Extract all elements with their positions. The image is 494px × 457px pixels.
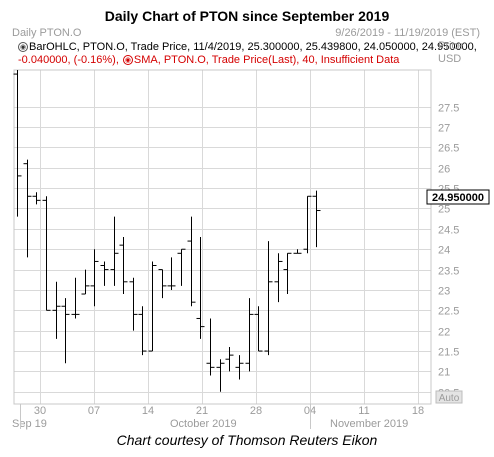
x-tick-label: 30 [34,405,46,417]
ohlc-legend-text: BarOHLC, PTON.O, Trade Price, 11/4/2019,… [29,41,477,53]
x-tick-label: 21 [196,405,208,417]
price-axis-label: Price [438,40,464,52]
ohlc-bars [13,70,321,392]
x-tick-label: 14 [142,405,154,417]
sma-legend-icon[interactable]: ◉ [122,55,133,65]
ohlc-legend-icon[interactable]: ◉ [18,42,28,52]
ohlc-bar [148,261,157,352]
y-tick-label: 26.5 [438,143,459,155]
ohlc-bar [42,196,51,311]
chart-symbol-label: Daily PTON.O [12,27,82,39]
sma-legend-text: SMA, PTON.O, Trade Price(Last), 40, Insu… [133,54,400,66]
last-price-box [426,189,490,205]
last-price-tag: 24.950000 [426,189,490,205]
ohlc-bar [245,298,254,372]
y-tick-label: 25 [438,204,450,216]
plot-border [13,69,432,405]
x-month-label: Sep 19 [12,418,47,430]
ohlc-bar [274,253,283,303]
ohlc-bar [293,249,302,254]
grid-lines [14,70,431,404]
ohlc-bar [283,252,292,295]
x-tick-label: 28 [250,405,262,417]
y-tick-label: 22.5 [438,306,459,318]
ohlc-bar [264,241,273,356]
ohlc-bar [52,281,61,339]
change-legend-text: -0.040000, (-0.16%), [18,54,119,66]
ohlc-bar [61,298,70,364]
y-tick-label: 23 [438,286,450,298]
ohlc-bar [254,306,263,352]
ohlc-bar [23,159,32,258]
price-axis-title: Price USD [438,40,463,66]
x-month-label: November 2019 [330,418,408,430]
auto-button-box[interactable] [435,390,463,404]
ohlc-bar [312,190,321,248]
ohlc-bar [216,359,225,392]
ohlc-bar [81,269,90,295]
ohlc-bar [225,346,234,372]
ohlc-bar [167,257,176,290]
ohlc-bar [129,277,138,331]
y-tick-label: 27 [438,123,450,135]
ohlc-bar [206,318,215,376]
ohlc-bar [13,70,22,217]
last-price-value: 24.950000 [432,192,484,204]
ohlc-bar [100,261,109,286]
y-tick-label: 21 [438,367,450,379]
x-tick-label: 07 [88,405,100,417]
ohlc-bar [138,306,147,356]
ohlc-bar [235,355,244,380]
y-axis: 20.52121.52222.52323.52424.52525.52626.5… [438,103,459,400]
ohlc-bar [32,192,41,205]
chart-title: Daily Chart of PTON since September 2019 [104,8,390,24]
auto-button-label[interactable]: Auto [439,393,460,404]
y-tick-label: 26 [438,164,450,176]
ohlc-bar [303,195,312,254]
x-month-label: October 2019 [170,418,237,430]
ohlc-bar [158,269,167,299]
ohlc-bar [119,237,128,295]
ohlc-bar [110,216,119,286]
chart-credit: Chart courtesy of Thomson Reuters Eikon [116,432,378,448]
auto-scale-button[interactable]: Auto [435,390,463,404]
y-tick-label: 24 [438,245,450,257]
ohlc-bar [187,216,196,307]
date-range-label: 9/26/2019 - 11/19/2019 (EST) [335,27,480,39]
ohlc-bar [196,237,205,339]
x-tick-label: 11 [358,405,369,417]
y-tick-label: 23.5 [438,266,459,278]
y-tick-label: 27.5 [438,103,459,115]
ohlc-legend-row[interactable]: ◉ BarOHLC, PTON.O, Trade Price, 11/4/201… [18,41,477,53]
y-tick-label: 21.5 [438,347,459,359]
ohlc-bar [71,277,80,319]
plot-frame [13,69,432,405]
y-tick-label: 22 [438,327,450,339]
currency-label: USD [438,53,462,65]
sma-legend-row[interactable]: -0.040000, (-0.16%), ◉ SMA, PTON.O, Trad… [18,54,399,66]
y-tick-label: 24.5 [438,225,459,237]
x-tick-label: 18 [412,405,424,417]
ohlc-bar [177,248,186,286]
ohlc-bar [90,249,99,307]
